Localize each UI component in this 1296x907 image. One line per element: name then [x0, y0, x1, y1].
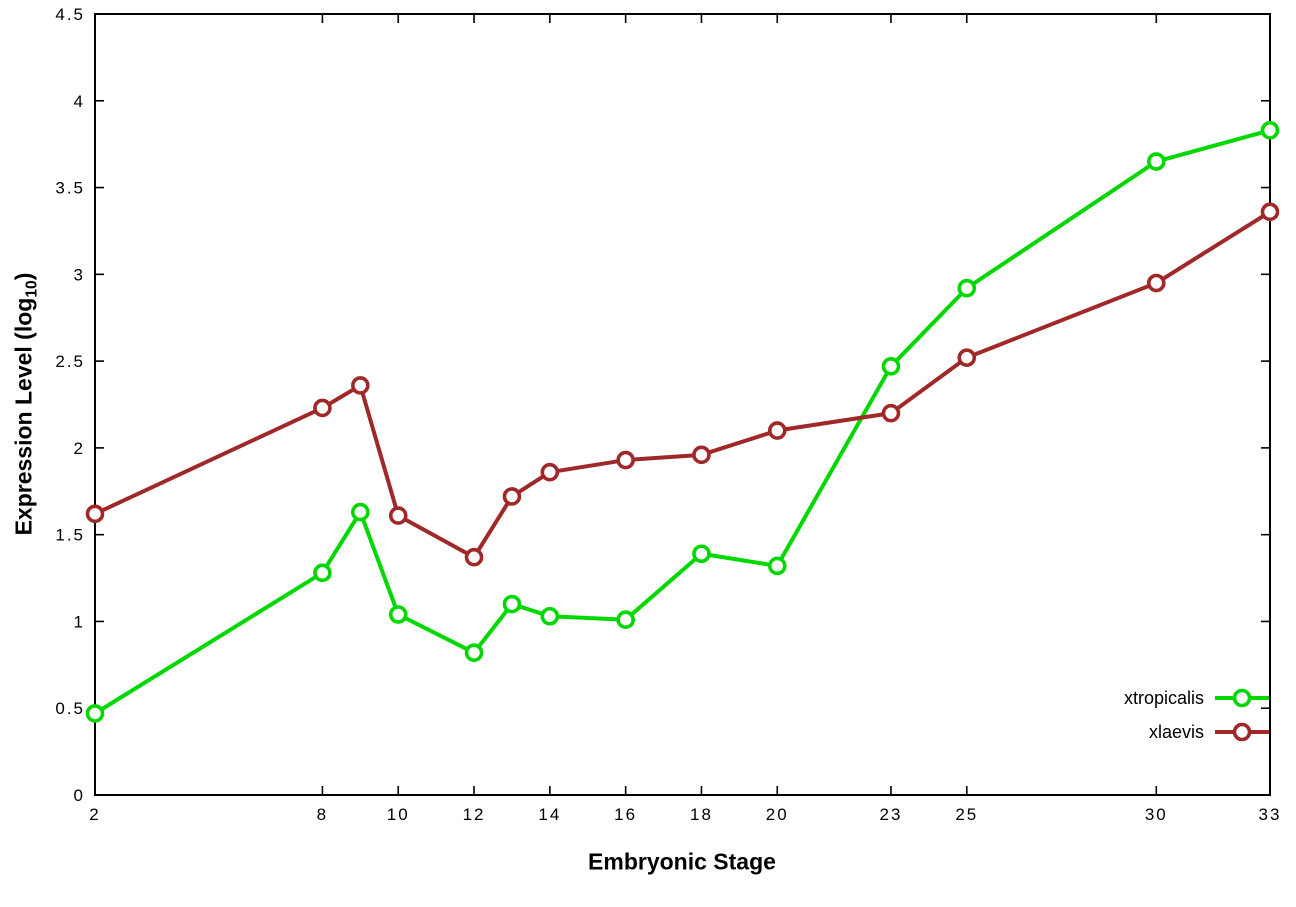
x-tick-label: 30: [1145, 805, 1168, 824]
x-tick-label: 14: [538, 805, 561, 824]
data-point-marker: [1260, 202, 1280, 222]
tick-labels: 2 8 10 12 14 16 18 20 23 25 30 33 0 0.5 1 1.5 2 2.5 3 3.5 4 4…: [55, 5, 1282, 824]
legend-marker-sample: [1232, 722, 1252, 742]
data-point-marker: [502, 487, 522, 506]
x-tick-label: 10: [387, 805, 410, 824]
data-point-marker: [388, 506, 408, 525]
data-point-marker: [692, 445, 711, 465]
x-tick-label: 20: [766, 805, 789, 824]
y-tick-label: 1: [74, 612, 85, 631]
data-point-marker: [464, 643, 484, 662]
data-point-marker: [692, 544, 711, 564]
plot-border: [94, 13, 1271, 796]
data-point-marker: [540, 462, 560, 482]
x-axis-title: Embryonic Stage: [588, 848, 776, 875]
y-tick-label: 3: [74, 265, 85, 284]
y-axis-title-suffix: ): [10, 272, 37, 281]
x-tick-label: 12: [463, 805, 486, 824]
series-line: [93, 128, 1272, 716]
x-tick-label: 2: [89, 805, 100, 824]
data-point-marker: [502, 594, 522, 614]
data-point-marker: [351, 502, 370, 522]
series-xtropicalis: [85, 120, 1280, 723]
data-point-marker: [616, 450, 635, 470]
data-point-marker: [1146, 273, 1166, 293]
y-tick-label: 3.5: [55, 179, 85, 198]
data-point-marker: [85, 704, 105, 723]
legend-marker-sample: [1232, 688, 1252, 708]
y-tick-label: 2.5: [55, 352, 85, 371]
data-point-marker: [1260, 120, 1280, 140]
x-tick-label: 18: [690, 805, 713, 824]
y-tick-label: 4: [74, 92, 85, 111]
legend: xtropicalis xlaevis: [1124, 688, 1269, 742]
data-point-marker: [540, 606, 560, 626]
data-point-marker: [767, 556, 787, 576]
data-point-marker: [957, 278, 977, 298]
legend-label-xtropicalis: xtropicalis: [1124, 688, 1204, 708]
y-tick-label: 2: [74, 439, 85, 458]
y-axis-title-text: Expression Level (log: [10, 297, 37, 536]
data-point-marker: [1146, 152, 1166, 171]
data-point-marker: [881, 357, 901, 376]
series-xlaevis: [85, 202, 1280, 567]
y-tick-label: 4.5: [55, 5, 85, 24]
data-point-marker: [767, 421, 787, 440]
y-tick-label: 0: [74, 786, 85, 805]
data-point-marker: [85, 504, 105, 524]
data-point-marker: [881, 403, 901, 423]
data-point-marker: [616, 610, 635, 630]
axis-ticks: [94, 13, 1271, 796]
x-tick-label: 25: [955, 805, 978, 824]
y-axis-title-subscript: 10: [23, 280, 41, 298]
data-point-marker: [464, 547, 484, 567]
data-point-marker: [351, 376, 370, 395]
data-point-marker: [957, 348, 977, 367]
data-point-marker: [388, 605, 408, 624]
y-axis-title: Expression Level (log10): [11, 273, 42, 536]
x-tick-label: 16: [614, 805, 637, 824]
y-tick-label: 0.5: [55, 699, 85, 718]
x-tick-label: 33: [1259, 805, 1282, 824]
y-tick-label: 1.5: [55, 526, 85, 545]
data-point-marker: [313, 563, 332, 583]
series-line: [93, 209, 1272, 560]
legend-label-xlaevis: xlaevis: [1149, 722, 1204, 742]
x-tick-label: 23: [880, 805, 903, 824]
data-point-marker: [313, 398, 332, 418]
x-tick-label: 8: [317, 805, 328, 824]
